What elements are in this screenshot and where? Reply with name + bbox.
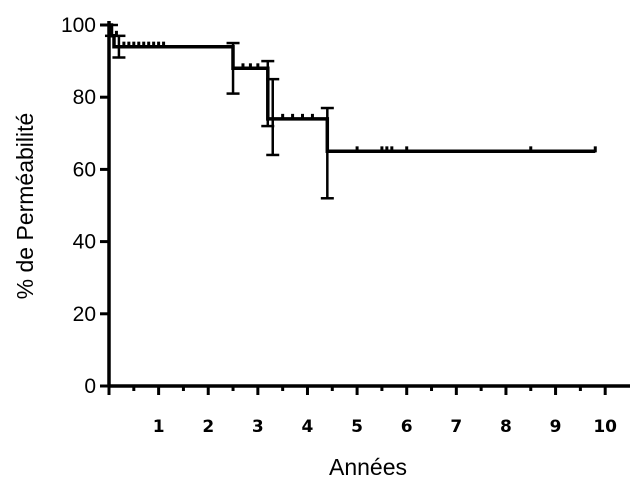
axes (107, 21, 630, 388)
x-tick-label: 4 (302, 417, 314, 437)
x-tick-label: 10 (593, 417, 617, 437)
x-axis-title: Années (329, 454, 407, 479)
x-tick-label: 1 (153, 417, 165, 437)
x-tick-label: 3 (252, 417, 264, 437)
x-tick-label: 6 (401, 417, 413, 437)
x-tick-label: 9 (550, 417, 562, 437)
x-tick-label: 2 (202, 417, 214, 437)
y-tick-label: 80 (73, 86, 96, 109)
y-tick-label: 100 (61, 14, 96, 37)
y-tick-label: 0 (84, 375, 96, 398)
y-tick-label: 60 (73, 158, 96, 181)
error-bar (266, 77, 280, 157)
series-layer (104, 23, 597, 200)
y-tick-label: 40 (73, 231, 96, 254)
ticks: 0 20 40 60 80 100 1 2 3 4 5 6 7 8 9 10 (61, 14, 617, 437)
error-bar (112, 34, 126, 59)
y-tick-label: 20 (73, 303, 96, 326)
error-bar (320, 106, 334, 200)
error-bar (226, 41, 240, 95)
x-tick-label: 7 (450, 417, 462, 437)
x-tick-label: 5 (351, 417, 363, 437)
survival-step-line (109, 23, 596, 154)
y-axis-title: % de Perméabilité (12, 113, 38, 300)
x-tick-label: 8 (500, 417, 512, 437)
